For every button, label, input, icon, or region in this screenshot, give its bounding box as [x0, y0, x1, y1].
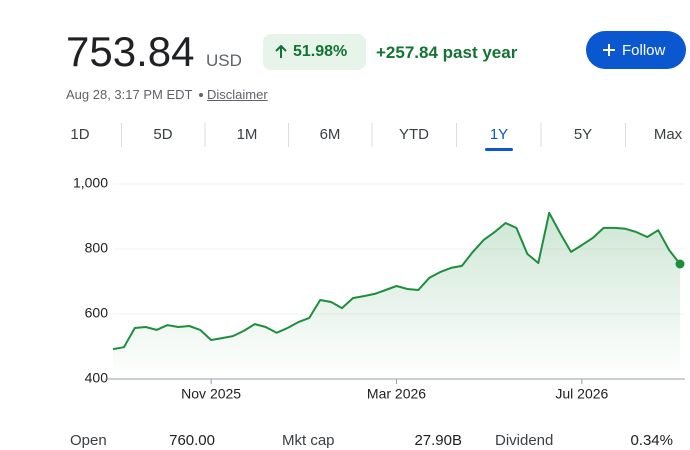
price-line: [112, 211, 681, 351]
timestamp: Aug 28, 3:17 PM EDT: [66, 87, 193, 102]
y-tick-label: 800: [85, 240, 109, 256]
change-abs: +257.84 past year: [376, 43, 518, 62]
tab[interactable]: 6M: [320, 126, 341, 143]
tab[interactable]: 5Y: [574, 126, 592, 143]
stat-label: Dividend: [495, 432, 554, 449]
tab[interactable]: YTD: [399, 126, 429, 143]
currency: USD: [206, 51, 242, 70]
plus-icon: [603, 44, 615, 56]
tab[interactable]: 1D: [70, 126, 89, 143]
change-badge: 51.98%: [263, 34, 366, 70]
chart: 400 600 800 1,000 Nov 2025 Mar 2026 Jul 2026: [73, 175, 685, 402]
separator-dot: [199, 93, 203, 97]
stat-label: Mkt cap: [282, 432, 335, 449]
y-tick-label: 600: [85, 305, 109, 321]
stat-value: 0.34%: [630, 432, 673, 449]
x-tick-label: Mar 2026: [367, 386, 426, 402]
stat-value: 760.00: [169, 432, 215, 449]
y-tick-label: 1,000: [73, 175, 108, 191]
y-tick-label: 400: [85, 370, 109, 386]
stat-label: Open: [70, 432, 107, 449]
area: [113, 212, 680, 379]
follow-button[interactable]: Follow: [586, 31, 686, 69]
stats-row: Open 760.00 Mkt cap 27.90B Dividend 0.34%: [0, 430, 690, 450]
x-tick-label: Jul 2026: [555, 386, 608, 402]
disclaimer-link[interactable]: Disclaimer: [207, 87, 268, 102]
up-arrow: [275, 45, 287, 58]
change-pct: 51.98%: [293, 43, 348, 60]
x-tick-label: Nov 2025: [181, 386, 241, 402]
range-tabs: 1D 5D 1M 6M YTD 1Y 5Y Max: [70, 123, 683, 151]
tab[interactable]: 1Y: [490, 126, 508, 143]
price: 753.84: [66, 28, 195, 75]
tab[interactable]: 5D: [153, 126, 172, 143]
tab[interactable]: Max: [654, 126, 683, 143]
last-point: [675, 259, 685, 269]
stat-value: 27.90B: [414, 432, 462, 449]
tab-indicator: [485, 148, 513, 151]
tab[interactable]: 1M: [237, 126, 258, 143]
follow-label: Follow: [622, 42, 666, 59]
